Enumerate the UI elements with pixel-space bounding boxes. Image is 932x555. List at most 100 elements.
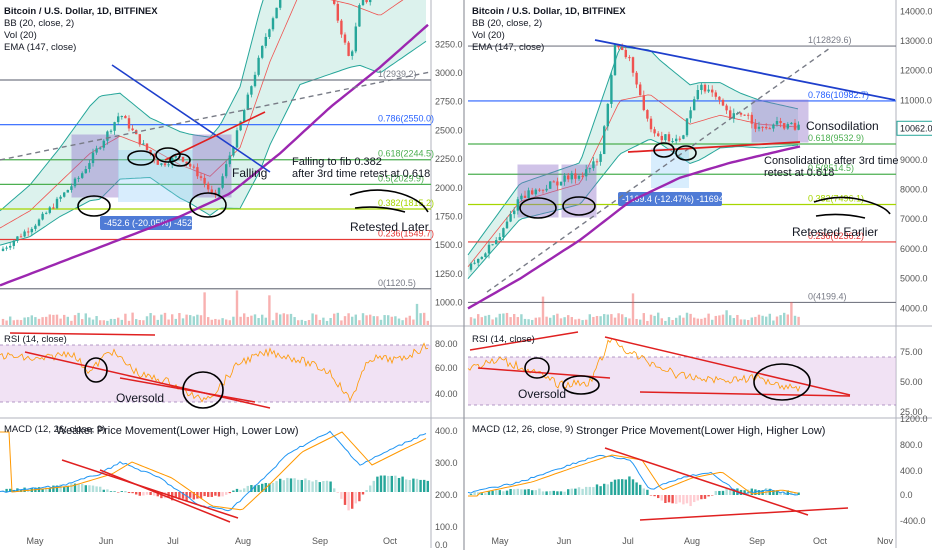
right-rsi-tick: 75.00	[900, 347, 923, 357]
candle-body	[707, 89, 710, 92]
macd-hist-bar	[361, 492, 365, 495]
macd-hist-bar	[552, 490, 555, 495]
volume-bar	[41, 317, 44, 325]
left-rsi-tick: 60.00	[435, 363, 458, 373]
macd-hist-bar	[613, 479, 617, 495]
candle-body	[653, 129, 656, 134]
candle-body	[491, 244, 494, 246]
volume-bar	[124, 313, 127, 325]
macd-hist-bar	[574, 488, 577, 495]
candle-body	[516, 199, 519, 211]
volume-bar	[365, 315, 368, 325]
macd-hist-bar	[693, 495, 696, 503]
candle-body	[570, 173, 573, 180]
right-trendline	[486, 47, 831, 293]
volume-bar	[336, 312, 339, 325]
macd-hist-bar	[502, 491, 505, 495]
candle-body	[714, 92, 717, 97]
volume-bar	[387, 315, 390, 325]
left-ema-label: EMA (147, close)	[4, 42, 77, 53]
candle-body	[487, 244, 491, 254]
right-fib-label: 0.236(6236.2)	[808, 231, 864, 241]
volume-bar	[502, 313, 505, 325]
macd-hist-bar	[333, 488, 336, 492]
candle-body	[30, 228, 33, 233]
right-macd-tick: 800.0	[900, 440, 923, 450]
macd-hist-bar	[153, 492, 156, 496]
macd-hist-bar	[610, 481, 613, 495]
candle-body	[52, 207, 55, 209]
macd-hist-bar	[649, 495, 653, 496]
macd-hist-bar	[315, 479, 318, 492]
volume-bar	[585, 319, 588, 325]
candle-body	[743, 114, 746, 116]
candle-body	[523, 195, 527, 198]
macd-hist-bar	[358, 492, 361, 502]
volume-bar	[480, 317, 483, 325]
candle-body	[361, 0, 365, 6]
candle-body	[545, 188, 548, 191]
macd-hist-bar	[675, 495, 678, 504]
macd-hist-bar	[401, 476, 404, 492]
candle-body	[473, 262, 476, 264]
volume-bar	[347, 313, 350, 325]
candle-body	[250, 86, 253, 95]
candle-body	[131, 128, 134, 131]
right-month-tick: Aug	[684, 536, 700, 546]
left-highlight-box	[71, 134, 119, 198]
macd-hist-bar	[635, 482, 638, 495]
volume-bar	[185, 314, 188, 325]
volume-bar	[703, 317, 707, 325]
candle-body	[279, 0, 282, 8]
left-annotation-circle	[169, 153, 191, 167]
candle-body	[595, 161, 599, 163]
left-month-tick: Sep	[312, 536, 328, 546]
macd-hist-bar	[192, 492, 195, 500]
left-macd-tick: -200.0	[435, 0, 461, 2]
candle-body	[23, 231, 26, 237]
right-current-price: 10062.0	[900, 123, 932, 133]
candle-body	[138, 134, 141, 145]
left-month-tick: Jun	[99, 536, 114, 546]
candle-body	[700, 84, 703, 91]
candle-body	[77, 177, 80, 179]
macd-hist-bar	[307, 480, 311, 492]
macd-hist-bar	[563, 491, 566, 495]
macd-hist-bar	[397, 477, 401, 492]
macd-hist-bar	[246, 485, 249, 492]
volume-bar	[279, 314, 282, 325]
volume-bar	[253, 314, 257, 325]
left-measure-area	[118, 150, 193, 202]
right-month-tick: Nov	[877, 536, 894, 546]
right-price-tick: 7000.0	[900, 214, 928, 224]
volume-bar	[271, 320, 275, 325]
candle-body	[239, 121, 242, 131]
candle-body	[797, 124, 800, 130]
macd-hist-bar	[480, 493, 483, 495]
volume-bar	[523, 318, 527, 325]
left-price-tick: 2750.0	[435, 97, 463, 107]
left-annotation-arc	[349, 189, 429, 213]
volume-bar	[775, 316, 779, 325]
volume-bar	[426, 320, 429, 325]
right-rsi-tick: 50.00	[900, 377, 923, 387]
right-annotation-circle	[675, 145, 697, 161]
volume-bar	[390, 316, 393, 325]
macd-hist-bar	[304, 478, 307, 492]
left-macd-histogram	[1, 475, 429, 511]
macd-hist-bar	[124, 491, 127, 493]
macd-hist-bar	[592, 487, 595, 495]
volume-bar	[34, 317, 37, 325]
candle-body	[552, 181, 555, 183]
macd-hist-bar	[336, 492, 339, 493]
right-highlight-box	[517, 164, 559, 218]
left-month-tick: Aug	[235, 536, 251, 546]
candle-body	[369, 0, 372, 3]
right-current-price-bg	[896, 120, 932, 136]
volume-bar	[484, 315, 487, 325]
candle-body	[617, 44, 620, 48]
right-note-oversold: Oversold	[518, 387, 567, 401]
macd-hist-bar	[343, 492, 347, 505]
volume-bar	[379, 319, 383, 325]
